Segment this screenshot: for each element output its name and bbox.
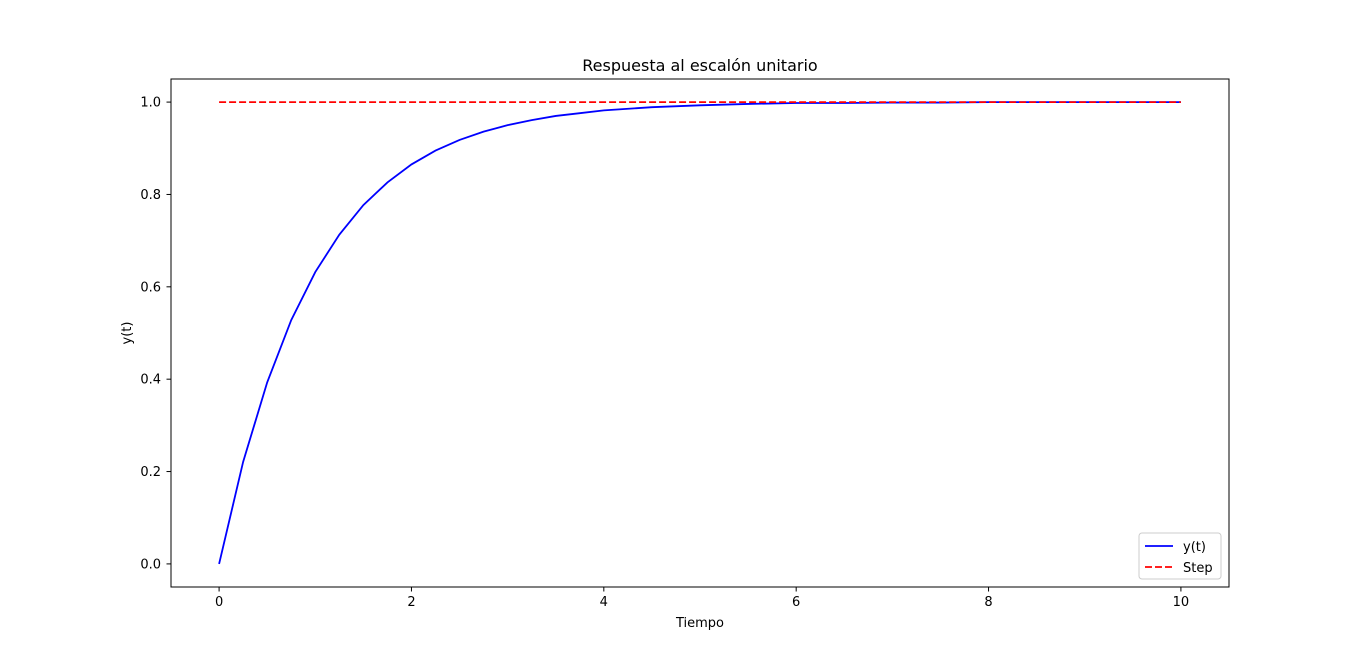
y-tick-label: 0.4: [140, 373, 161, 388]
x-tick-label: 4: [600, 595, 608, 610]
plot-area: [218, 101, 1181, 565]
y-tick-label: 0.8: [140, 188, 161, 203]
legend-label-yt: y(t): [1183, 540, 1206, 555]
y-tick-label: 0.2: [140, 465, 161, 480]
x-tick-label: 10: [1173, 595, 1190, 610]
x-tick-label: 2: [407, 595, 415, 610]
x-axis-label: Tiempo: [675, 616, 724, 631]
chart-title: Respuesta al escalón unitario: [582, 56, 817, 75]
x-tick-label: 6: [792, 595, 800, 610]
y-tick-label: 0.0: [140, 557, 161, 572]
legend: y(t) Step: [1138, 532, 1222, 580]
legend-label-step: Step: [1183, 561, 1213, 576]
axes: 0 2 4 6 8 10 0.0 0.2 0.4 0.6 0.8 1.0: [140, 78, 1230, 610]
y-axis-label: y(t): [120, 322, 135, 345]
x-tick-label: 0: [215, 595, 223, 610]
axes-frame: [170, 78, 1230, 588]
y-tick-label: 0.6: [140, 280, 161, 295]
series-line-yt: [218, 101, 1181, 565]
y-tick-label: 1.0: [140, 96, 161, 111]
x-tick-label: 8: [984, 595, 992, 610]
